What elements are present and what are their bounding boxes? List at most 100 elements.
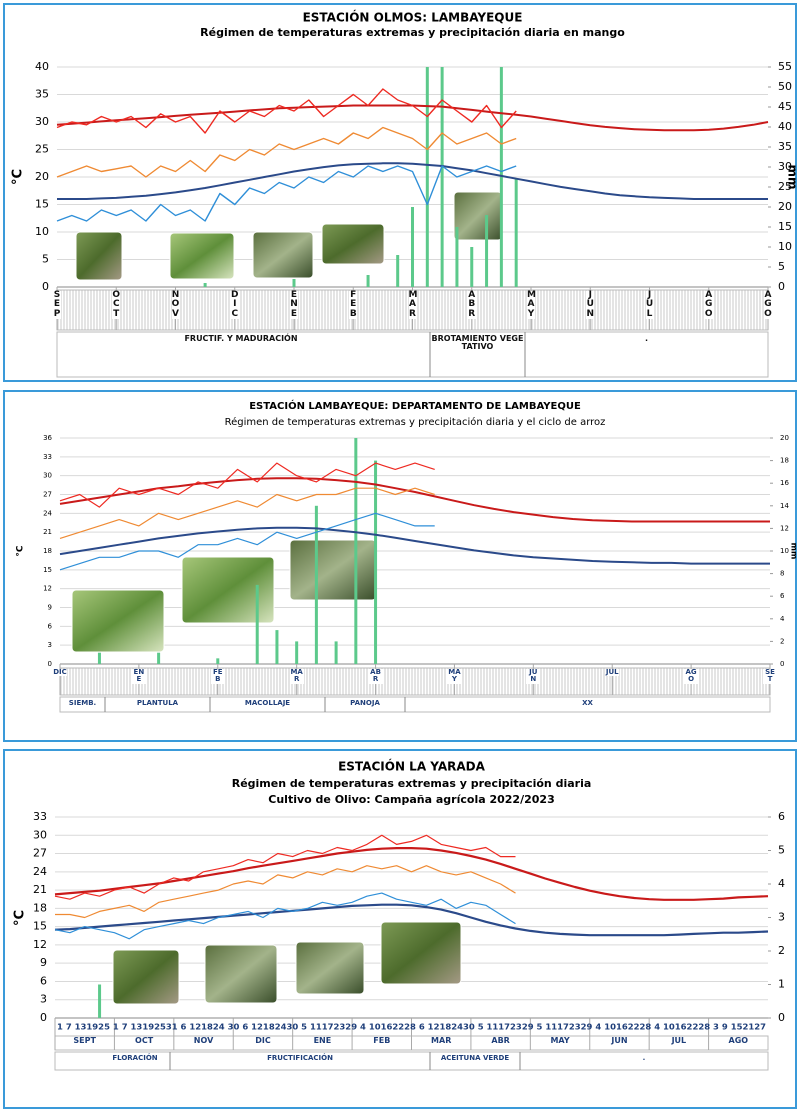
temperature-line xyxy=(56,104,769,132)
photo xyxy=(289,539,377,601)
x-tick-label: ABR xyxy=(472,1036,529,1046)
y2-tick-label: 30 xyxy=(778,160,792,173)
y2-tick-label: 50 xyxy=(778,80,792,93)
precip-bar xyxy=(455,227,459,287)
x-tick-label: ENE xyxy=(294,1036,351,1046)
x-tick-label: FEB xyxy=(353,1036,410,1046)
y2-tick-label: 10 xyxy=(778,240,792,253)
precip-bar xyxy=(366,275,370,287)
precip-bar xyxy=(97,652,101,664)
photo xyxy=(71,589,165,653)
y2-tick-label: 2 xyxy=(780,637,784,645)
photo xyxy=(252,231,314,279)
precip-bar xyxy=(203,283,207,287)
y-axis-label: °C xyxy=(13,910,28,926)
y-tick-label: 15 xyxy=(35,198,49,211)
precip-bar xyxy=(396,255,400,287)
x-tick-label: MAR xyxy=(289,668,304,684)
y-tick-label: 5 xyxy=(42,253,49,266)
phase-label: BROTAMIENTO VEGETATIVO xyxy=(431,334,524,352)
temperature-line xyxy=(59,477,770,523)
x-tick-label: ABR xyxy=(467,290,476,320)
phase-label: XX xyxy=(582,699,593,707)
y-tick-label: 25 xyxy=(35,143,49,156)
y-tick-label: 15 xyxy=(43,566,52,574)
y-axis-label: °C xyxy=(16,545,26,557)
y-tick-label: 9 xyxy=(48,604,52,612)
phase-label: SIEMB. xyxy=(68,699,97,707)
x-tick-label: SEP xyxy=(53,290,61,320)
precip-bar xyxy=(98,984,102,1018)
temperature-line xyxy=(56,126,517,178)
y2-tick-label: 4 xyxy=(780,615,785,623)
y-tick-label: 24 xyxy=(33,865,47,878)
temperature-line xyxy=(54,847,769,901)
precip-bar xyxy=(255,584,259,664)
photo xyxy=(112,949,180,1005)
photo xyxy=(204,944,278,1004)
y2-tick-label: 40 xyxy=(778,120,792,133)
x-tick-label: JUL xyxy=(650,1036,707,1046)
x-tick-label: JUL xyxy=(605,668,620,677)
temperature-line xyxy=(59,487,435,539)
precip-bar xyxy=(499,67,503,287)
y-tick-label: 30 xyxy=(43,472,52,480)
phase-label: ACEITUNA VERDE xyxy=(440,1054,510,1062)
y2-tick-label: 15 xyxy=(778,220,792,233)
x-tick-label: FEB xyxy=(210,668,225,684)
y2-tick-label: 45 xyxy=(778,100,792,113)
precip-bar xyxy=(275,630,279,664)
x-label-row xyxy=(59,667,771,696)
x-tick-label: JUL xyxy=(645,290,654,320)
chart-subtitle: Régimen de temperaturas extremas y preci… xyxy=(232,777,592,790)
photo xyxy=(321,223,385,265)
y2-tick-label: 20 xyxy=(780,434,789,442)
y2-tick-label: 16 xyxy=(780,479,789,487)
y-tick-label: 10 xyxy=(35,225,49,238)
y2-tick-label: 1 xyxy=(778,978,785,991)
panel-border xyxy=(3,390,797,742)
y-tick-label: 12 xyxy=(33,938,47,951)
x-tick-label: MAY xyxy=(532,1036,589,1046)
y2-tick-label: 0 xyxy=(778,280,785,293)
phase-label: FLORACIÓN xyxy=(112,1054,158,1062)
phase-label: . xyxy=(642,1054,646,1062)
precip-bar xyxy=(485,215,489,287)
x-tick-label: SEPT xyxy=(56,1036,113,1046)
y2-tick-label: 25 xyxy=(778,180,792,193)
phase-label: FRUCTIFICACIÓN xyxy=(267,1054,333,1062)
temperature-line xyxy=(54,834,516,900)
x-tick-label: AGO xyxy=(764,290,772,320)
temperature-line xyxy=(57,162,768,200)
y-tick-label: 27 xyxy=(33,847,47,860)
y2-tick-label: 6 xyxy=(778,810,785,823)
x-tick-label: MAR xyxy=(413,1036,470,1046)
x-tick-label: ENE xyxy=(131,668,146,684)
chart-subtitle: Cultivo de Olivo: Campaña agrícola 2022/… xyxy=(268,793,554,806)
y-tick-label: 33 xyxy=(33,810,47,823)
y-tick-label: 0 xyxy=(40,1011,47,1024)
day-labels: 1 7 131925 1 7 13192531 6 121824 30 6 12… xyxy=(57,1023,766,1032)
x-tick-label: DIC xyxy=(53,668,67,677)
x-tick-label: ABR xyxy=(368,668,383,684)
y2-tick-label: 2 xyxy=(778,944,785,957)
precip-bar xyxy=(354,438,358,664)
photo xyxy=(453,191,503,241)
precip-bar xyxy=(292,279,296,287)
x-tick-label: JUN xyxy=(591,1036,648,1046)
y2-tick-label: 0 xyxy=(780,660,784,668)
y2-axis-label: mm xyxy=(786,164,800,189)
y-tick-label: 24 xyxy=(43,509,52,517)
y-tick-label: 6 xyxy=(48,622,53,630)
x-tick-label: SET xyxy=(763,668,777,684)
phase-row xyxy=(59,696,771,713)
precip-bar xyxy=(157,652,161,664)
temperature-line xyxy=(56,165,517,222)
panel-border xyxy=(3,3,797,382)
x-tick-label: OCT xyxy=(116,1036,173,1046)
y2-tick-label: 35 xyxy=(778,140,792,153)
y-tick-label: 35 xyxy=(35,88,49,101)
y2-tick-label: 20 xyxy=(778,200,792,213)
y-tick-label: 0 xyxy=(48,660,52,668)
temperature-line xyxy=(55,865,516,919)
